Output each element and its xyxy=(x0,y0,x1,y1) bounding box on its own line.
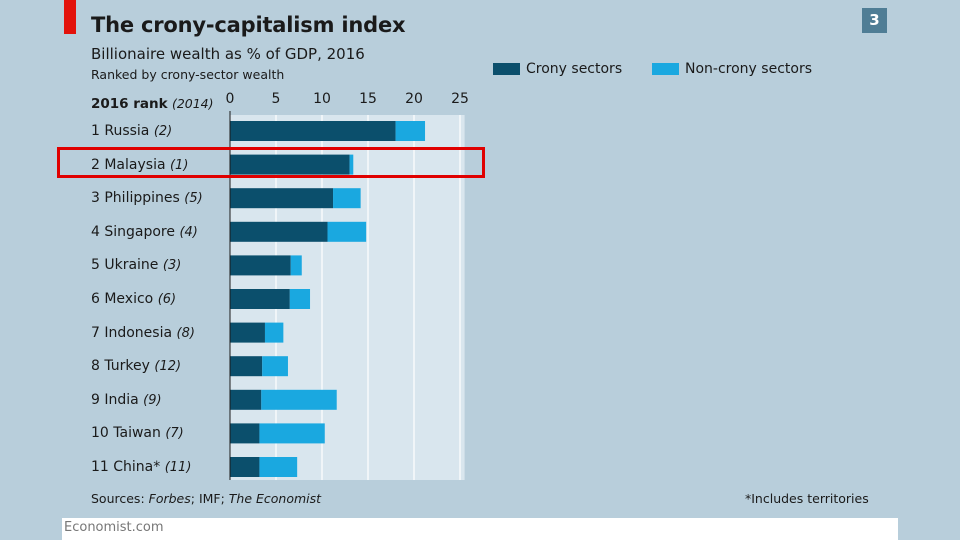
x-tick-label: 0 xyxy=(226,91,235,107)
bar-crony xyxy=(230,389,262,410)
chart-subsubtitle: Ranked by crony-sector wealth xyxy=(91,67,285,82)
chart-subtitle: Billionaire wealth as % of GDP, 2016 xyxy=(91,45,365,63)
brand-red-tab xyxy=(64,0,76,34)
row-label-country: 8 Turkey xyxy=(91,358,155,375)
bar-crony xyxy=(230,322,265,343)
bar-non-crony xyxy=(261,389,337,410)
row-label-country: 7 Indonesia xyxy=(91,324,177,341)
row-label-prev-rank: (1) xyxy=(169,157,189,173)
row-label: 11 China* (11) xyxy=(91,458,191,477)
row-label-prev-rank: (6) xyxy=(157,292,177,307)
x-tick-label: 20 xyxy=(405,91,423,107)
row-label: 9 India (9) xyxy=(91,391,162,410)
bar-crony xyxy=(230,457,260,477)
bar-non-crony xyxy=(290,255,302,276)
chart-title: The crony-capitalism index xyxy=(91,13,406,37)
bar-non-crony xyxy=(349,154,354,175)
bar-crony xyxy=(230,356,263,377)
bar-crony xyxy=(230,121,396,141)
highlight-box xyxy=(57,147,485,178)
bar-non-crony xyxy=(259,423,325,444)
row-label-prev-rank: (12) xyxy=(154,359,182,375)
legend-label-crony: Crony sectors xyxy=(526,61,623,77)
row-label-country: 9 India xyxy=(91,391,144,408)
bar-crony xyxy=(230,221,328,242)
source-note: Sources: Forbes; IMF; The Economist xyxy=(91,491,321,506)
legend-label-non-crony: Non-crony sectors xyxy=(685,61,812,77)
row-label: 2 Malaysia (1) xyxy=(91,156,188,175)
row-label-country: 1 Russia xyxy=(91,123,154,139)
row-label-country: 6 Mexico xyxy=(91,291,158,307)
row-label: 5 Ukraine (3) xyxy=(91,256,181,275)
bar-non-crony xyxy=(333,188,361,209)
bar-crony xyxy=(230,255,291,276)
source-prefix: Sources: xyxy=(91,491,149,506)
row-label-country: 5 Ukraine xyxy=(91,257,163,274)
row-label-country: 2 Malaysia xyxy=(91,156,170,173)
bar-crony xyxy=(230,154,350,175)
row-label: 6 Mexico (6) xyxy=(91,290,176,309)
bar-crony xyxy=(230,423,260,444)
bar-crony xyxy=(230,289,290,309)
x-tick-label: 5 xyxy=(272,91,281,107)
bar-non-crony xyxy=(327,221,367,242)
rank-header: 2016 rank (2014) xyxy=(91,96,214,112)
x-tick-label: 25 xyxy=(451,91,469,107)
row-label-prev-rank: (8) xyxy=(176,325,195,341)
x-tick-label: 15 xyxy=(359,91,377,107)
row-label: 1 Russia (2) xyxy=(91,122,172,141)
row-label: 3 Philippines (5) xyxy=(91,189,203,208)
source-forbes: Forbes xyxy=(148,491,191,506)
row-label-prev-rank: (2) xyxy=(153,124,173,139)
legend-item-non-crony: Non-crony sectors xyxy=(652,59,812,79)
bar-non-crony xyxy=(262,356,288,377)
row-label-prev-rank: (5) xyxy=(184,191,203,207)
footer-bar: Economist.com xyxy=(62,518,898,540)
row-label: 10 Taiwan (7) xyxy=(91,424,184,443)
row-label-prev-rank: (4) xyxy=(179,224,198,240)
bar-non-crony xyxy=(264,322,284,343)
row-label-prev-rank: (3) xyxy=(162,258,182,274)
row-label-country: 3 Philippines xyxy=(91,190,185,207)
rank-header-italic: (2014) xyxy=(171,96,214,111)
row-label-country: 4 Singapore xyxy=(91,223,180,240)
legend-swatch-non-crony xyxy=(652,63,679,75)
rank-header-bold: 2016 rank xyxy=(91,96,168,112)
row-label-prev-rank: (7) xyxy=(165,426,184,442)
row-label-country: 11 China* xyxy=(91,459,165,475)
row-label: 4 Singapore (4) xyxy=(91,223,198,242)
row-label-country: 10 Taiwan xyxy=(91,425,166,442)
row-label: 8 Turkey (12) xyxy=(91,357,181,376)
footnote: *Includes territories xyxy=(745,491,869,506)
row-label-prev-rank: (11) xyxy=(164,460,192,475)
legend-item-crony: Crony sectors xyxy=(493,59,622,79)
legend-swatch-crony xyxy=(493,63,520,75)
row-label: 7 Indonesia (8) xyxy=(91,324,195,343)
source-mid: ; IMF; xyxy=(190,491,229,506)
page-number-badge: 3 xyxy=(862,8,887,33)
bar-non-crony xyxy=(259,457,298,477)
row-label-prev-rank: (9) xyxy=(143,392,162,408)
bar-non-crony xyxy=(289,289,311,309)
source-economist: The Economist xyxy=(228,491,322,506)
x-tick-label: 10 xyxy=(313,91,331,107)
bar-non-crony xyxy=(395,121,426,141)
footer-link[interactable]: Economist.com xyxy=(64,520,164,535)
bar-crony xyxy=(230,188,334,209)
